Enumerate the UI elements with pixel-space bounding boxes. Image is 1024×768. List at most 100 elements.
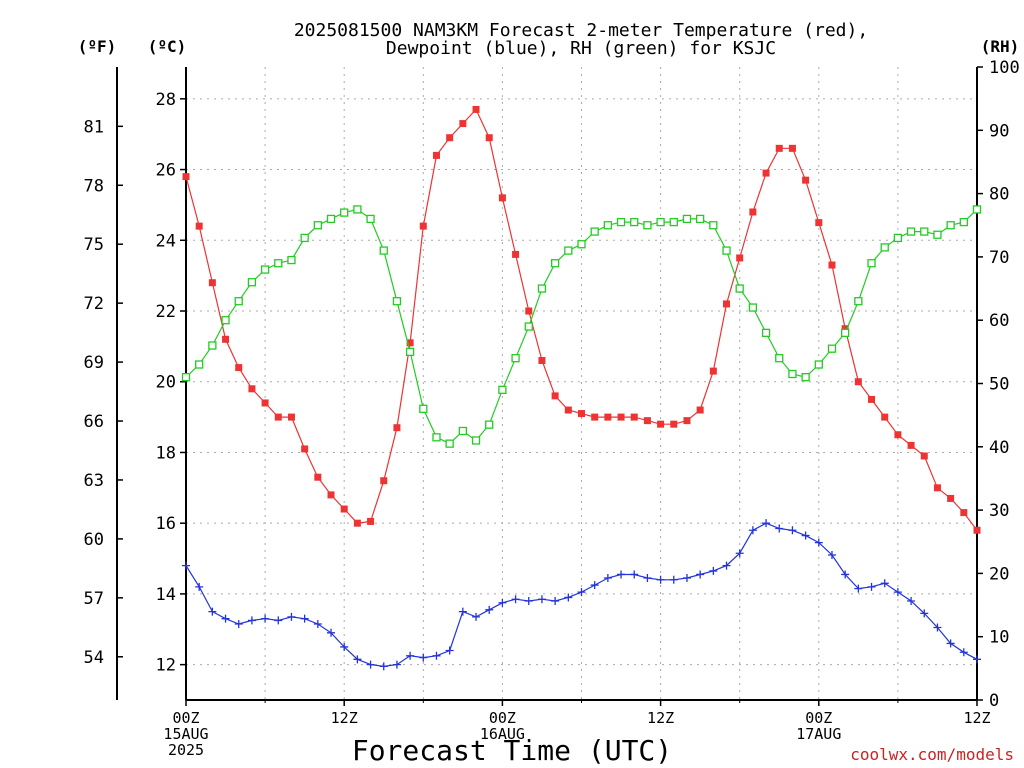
rh-point: [498, 385, 507, 394]
temperature-point: [696, 406, 704, 414]
rh-point: [643, 221, 652, 230]
temperature-point: [762, 169, 770, 177]
dewpoint-point: [946, 639, 955, 648]
dewpoint-point: [247, 616, 256, 625]
x-tick-label: 2025: [168, 741, 204, 759]
dewpoint-point: [617, 570, 626, 579]
temperature-point: [828, 261, 836, 269]
title-line-1: 2025081500 NAM3KM Forecast 2-meter Tempe…: [294, 20, 868, 41]
temperature-point: [683, 417, 691, 425]
dewpoint-point: [419, 653, 428, 662]
rh-point: [221, 316, 230, 325]
rh-point: [748, 303, 758, 312]
temperature-point: [643, 417, 651, 425]
dewpoint-point: [643, 573, 652, 582]
rh-point: [854, 297, 863, 306]
dewpoint-point: [498, 598, 507, 607]
temperature-point: [261, 399, 269, 407]
rh-point: [696, 214, 705, 224]
rh-point: [537, 284, 547, 293]
rh-point: [656, 217, 665, 227]
dewpoint-point: [261, 614, 270, 623]
celsius-tick-label: 12: [156, 656, 176, 676]
rh-point: [405, 347, 415, 357]
temperature-point: [854, 378, 862, 386]
gridlines: [186, 67, 977, 700]
rh-unit-label: (RH): [981, 37, 1020, 56]
dewpoint-point: [221, 614, 230, 623]
temperature-point: [235, 364, 243, 372]
rh-point: [340, 208, 349, 217]
temperature-point: [446, 134, 454, 142]
temperature-point: [525, 307, 533, 315]
fahrenheit-tick-label: 81: [84, 117, 104, 137]
rh-point: [630, 217, 639, 227]
dewpoint-point: [933, 623, 942, 632]
temperature-point: [419, 222, 427, 230]
dewpoint-point: [827, 551, 836, 560]
temperature-point: [551, 392, 559, 400]
dewpoint-point: [432, 651, 441, 660]
rh-point: [511, 354, 520, 363]
temperature-point: [208, 279, 216, 287]
temperature-point: [512, 250, 520, 258]
dewpoint-point: [340, 642, 349, 651]
dewpoint-point: [234, 619, 243, 628]
rh-point: [274, 259, 283, 268]
fahrenheit-tick-label: 54: [84, 648, 104, 668]
rh-tick-label: 50: [989, 375, 1009, 395]
rh-point: [208, 341, 217, 350]
rh-tick-label: 30: [989, 501, 1009, 521]
rh-point: [326, 214, 336, 224]
temperature-point: [815, 219, 823, 227]
x-tick-label: 12Z: [647, 709, 674, 727]
fahrenheit-tick-label: 60: [84, 530, 104, 550]
dewpoint-point: [669, 575, 678, 584]
rh-point: [260, 265, 270, 274]
rh-point: [247, 278, 257, 287]
celsius-tick-label: 18: [156, 443, 176, 463]
rh-point: [827, 344, 837, 353]
celsius-tick-label: 16: [156, 514, 176, 534]
dewpoint-point: [722, 561, 731, 570]
temperature-point: [367, 517, 375, 525]
temperature-point: [195, 222, 203, 230]
temperature-point: [881, 413, 889, 421]
dewpoint-point: [274, 616, 283, 625]
rh-point: [709, 221, 718, 230]
dewpoint-point: [907, 596, 916, 605]
dewpoint-point: [841, 570, 850, 579]
temperature-point: [353, 519, 361, 527]
dewpoint-point: [511, 595, 520, 604]
rh-tick-label: 70: [989, 248, 1009, 268]
rh-point: [485, 420, 494, 429]
rh-point: [445, 439, 454, 448]
dewpoint-point: [656, 575, 665, 584]
x-tick-label: 12Z: [331, 709, 358, 727]
temperature-point: [802, 176, 810, 184]
dewpoint-point: [313, 619, 322, 628]
dewpoint-point: [406, 651, 415, 660]
rh-point: [841, 328, 850, 338]
dewpoint-point: [748, 526, 757, 535]
temperature-point: [907, 441, 915, 449]
rh-point: [287, 255, 296, 265]
rh-point: [959, 217, 968, 227]
fahrenheit-tick-label: 66: [84, 412, 104, 432]
rh-point: [867, 259, 876, 268]
celsius-tick-label: 20: [156, 373, 176, 393]
rh-point: [366, 214, 375, 224]
rh-point: [300, 233, 309, 243]
temperature-point: [894, 431, 902, 439]
x-tick-label: 00Z: [805, 709, 832, 727]
temperature-point: [920, 452, 928, 460]
dewpoint-point: [577, 588, 586, 597]
celsius-tick-label: 24: [156, 231, 176, 251]
fahrenheit-tick-label: 78: [84, 176, 104, 196]
rh-point: [419, 404, 428, 413]
rh-point: [353, 205, 362, 214]
dewpoint-point: [973, 655, 981, 664]
rh-point: [814, 360, 823, 369]
dewpoint-point: [208, 607, 217, 616]
temperature-point: [564, 406, 572, 414]
